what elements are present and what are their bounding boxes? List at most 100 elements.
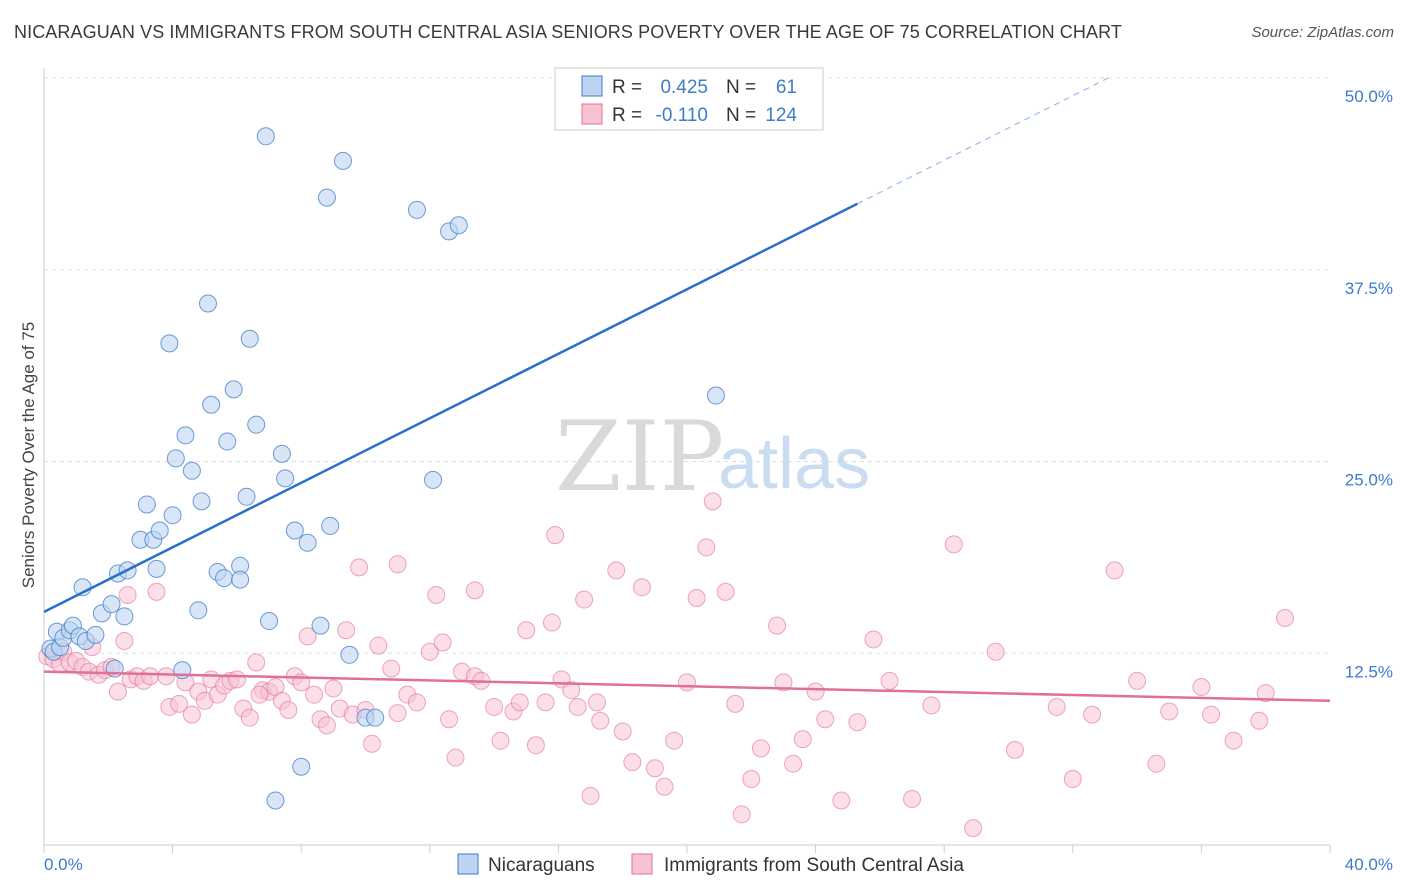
watermark-zip: ZIP [555,401,724,513]
pink-point-34 [247,653,266,672]
pink-point-75 [562,681,581,700]
pink-point-39 [279,701,298,720]
blue-point-47 [340,645,359,664]
pink-point-92 [726,694,745,713]
pink-point-71 [526,736,545,755]
pink-point-84 [645,759,664,778]
pink-point-112 [1047,697,1066,716]
blue-point-29 [215,569,234,588]
blue-point-59 [706,386,725,405]
x-tick-label-max: 40.0% [1345,855,1393,874]
trendlines [43,77,1331,703]
blue-point-27 [202,395,221,414]
pink-point-22 [170,694,189,713]
pink-point-78 [581,786,600,805]
blue-point-25 [192,492,211,511]
legend-r-value-2: -0.110 [656,105,708,126]
blue-point-19 [147,559,166,578]
pink-point-123 [1256,684,1275,703]
blue-point-24 [182,461,201,480]
pink-point-122 [1250,711,1269,730]
pink-point-98 [784,754,803,773]
bottom-legend-swatch-blue [457,853,479,875]
x-tick-labels: 0.0% 40.0% [44,855,1393,874]
pink-point-107 [922,696,941,715]
legend-n-value-1: 61 [776,77,797,98]
blue-point-46 [333,151,352,170]
blue-point-54 [189,601,208,620]
blue-point-33 [231,570,250,589]
pink-point-88 [687,589,706,608]
blue-point-45 [321,516,340,535]
blue-point-22 [163,506,182,525]
legend-r-label-2: R = [612,105,642,126]
source-credit: Source: ZipAtlas.com [1251,24,1394,41]
chart-title: NICARAGUAN VS IMMIGRANTS FROM SOUTH CENT… [14,22,1122,42]
pink-point-121 [1224,731,1243,750]
blue-point-41 [285,521,304,540]
pink-point-103 [848,713,867,732]
blue-point-51 [424,470,443,489]
axes [43,68,1331,853]
legend-r-label-1: R = [612,77,642,98]
bottom-legend-label-nicaraguans: Nicaraguans [488,855,595,876]
pink-point-81 [613,722,632,741]
legend-n-value-2: 124 [765,105,797,126]
blue-point-26 [198,294,217,313]
legend-swatch-blue [581,75,603,97]
bottom-legend-label-immigrants: Immigrants from South Central Asia [664,855,964,876]
pink-point-79 [591,711,610,730]
pink-point-116 [1128,671,1147,690]
pink-point-89 [697,538,716,557]
blue-point-13 [115,607,134,626]
blue-point-39 [272,444,291,463]
blue-point-49 [366,708,385,727]
pink-point-119 [1192,677,1211,696]
pink-point-24 [182,705,201,724]
blue-point-31 [224,380,243,399]
pink-point-53 [369,636,388,655]
blue-point-44 [317,188,336,207]
blue-point-9 [86,625,105,644]
pink-point-96 [768,616,787,635]
pink-point-43 [305,685,324,704]
pink-point-46 [324,679,343,698]
blue-point-58 [266,791,285,810]
y-tick-labels: 12.5% 25.0% 37.5% 50.0% [1345,87,1393,681]
pink-point-109 [964,819,983,838]
bottom-legend-swatch-pink [631,853,653,875]
y-tick-label-0: 12.5% [1345,662,1393,681]
pink-point-124 [1275,608,1294,627]
blue-point-50 [407,200,426,219]
pink-point-54 [382,659,401,678]
legend: R = 0.425 N = 61 R = -0.110 N = 124 [554,67,824,131]
pink-point-95 [751,739,770,758]
pink-point-83 [632,578,651,597]
pink-point-115 [1105,561,1124,580]
pink-point-86 [665,731,684,750]
series-immigrants-points [38,492,1294,838]
pink-point-118 [1160,702,1179,721]
pink-point-69 [510,693,529,712]
pink-point-45 [317,716,336,735]
pink-point-58 [420,642,439,661]
blue-point-34 [237,487,256,506]
pink-point-93 [732,805,751,824]
blue-point-53 [449,216,468,235]
blue-point-60 [160,334,179,353]
pink-point-48 [337,621,356,640]
pink-point-129 [587,693,606,712]
pink-point-70 [517,621,536,640]
blue-point-40 [276,469,295,488]
pink-point-76 [568,697,587,716]
legend-swatch-pink [581,103,603,125]
y-tick-label-1: 25.0% [1345,471,1393,490]
pink-point-104 [864,630,883,649]
pink-point-13 [115,631,134,650]
pink-point-114 [1083,705,1102,724]
pink-point-80 [607,561,626,580]
blue-point-12 [102,595,121,614]
blue-point-35 [240,329,259,348]
pink-point-87 [678,673,696,692]
